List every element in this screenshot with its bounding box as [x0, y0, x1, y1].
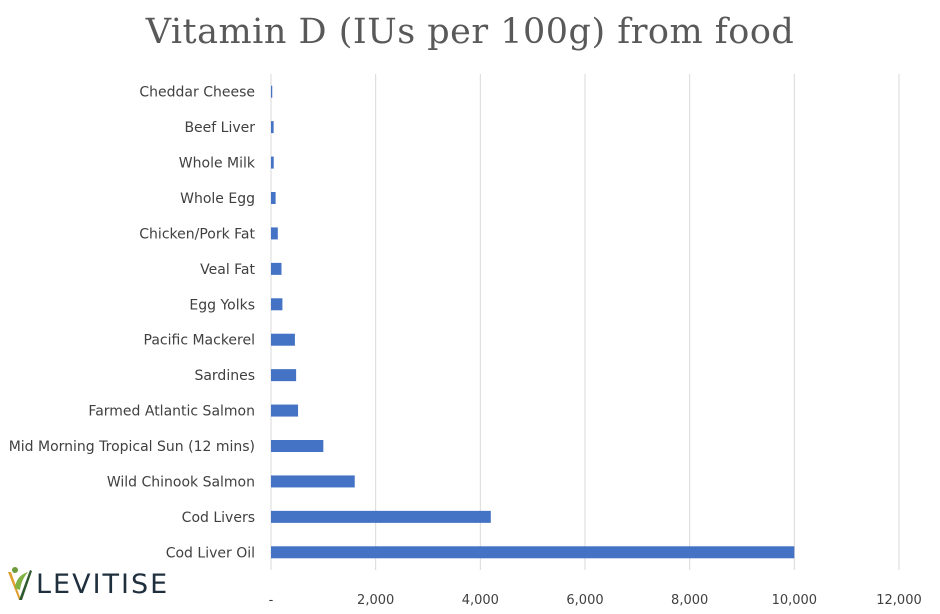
- bar-8: [271, 369, 297, 382]
- category-label-6: Egg Yolks: [189, 297, 255, 313]
- bar-13: [271, 546, 795, 559]
- bar-11: [271, 475, 355, 488]
- category-label-12: Cod Livers: [182, 510, 255, 526]
- bar-7: [271, 333, 295, 346]
- category-label-9: Farmed Atlantic Salmon: [88, 404, 255, 420]
- category-label-3: Whole Egg: [180, 191, 255, 207]
- bar-0: [271, 85, 273, 98]
- x-tick-label-2: 4,000: [462, 593, 499, 608]
- category-label-1: Beef Liver: [184, 120, 255, 136]
- category-label-11: Wild Chinook Salmon: [107, 474, 255, 490]
- logo-text: LEVITISE: [36, 568, 170, 600]
- category-label-8: Sardines: [194, 368, 255, 384]
- bar-12: [271, 510, 491, 523]
- category-label-0: Cheddar Cheese: [139, 85, 255, 101]
- x-tick-label-1: 2,000: [357, 593, 394, 608]
- category-label-4: Chicken/Pork Fat: [139, 226, 255, 242]
- category-label-10: Mid Morning Tropical Sun (12 mins): [9, 439, 255, 455]
- x-tick-label-3: 6,000: [566, 593, 603, 608]
- x-tick-label-6: 12,000: [876, 593, 922, 608]
- x-tick-label-0: -: [269, 593, 274, 608]
- category-label-13: Cod Liver Oil: [166, 545, 255, 561]
- bar-9: [271, 404, 299, 417]
- bar-2: [271, 156, 274, 169]
- logo-icon: [8, 567, 32, 600]
- category-label-7: Pacific Mackerel: [144, 333, 255, 349]
- bar-6: [271, 298, 283, 311]
- category-label-5: Veal Fat: [200, 262, 255, 278]
- x-tick-label-5: 10,000: [772, 593, 818, 608]
- bar-5: [271, 262, 282, 275]
- x-tick-label-4: 8,000: [671, 593, 708, 608]
- bar-4: [271, 227, 278, 240]
- bar-1: [271, 121, 274, 134]
- bar-3: [271, 192, 276, 204]
- category-label-2: Whole Milk: [179, 156, 256, 172]
- levitise-logo: LEVITISE: [6, 562, 169, 606]
- chart-title: Vitamin D (IUs per 100g) from food: [145, 12, 795, 52]
- bar-10: [271, 440, 324, 452]
